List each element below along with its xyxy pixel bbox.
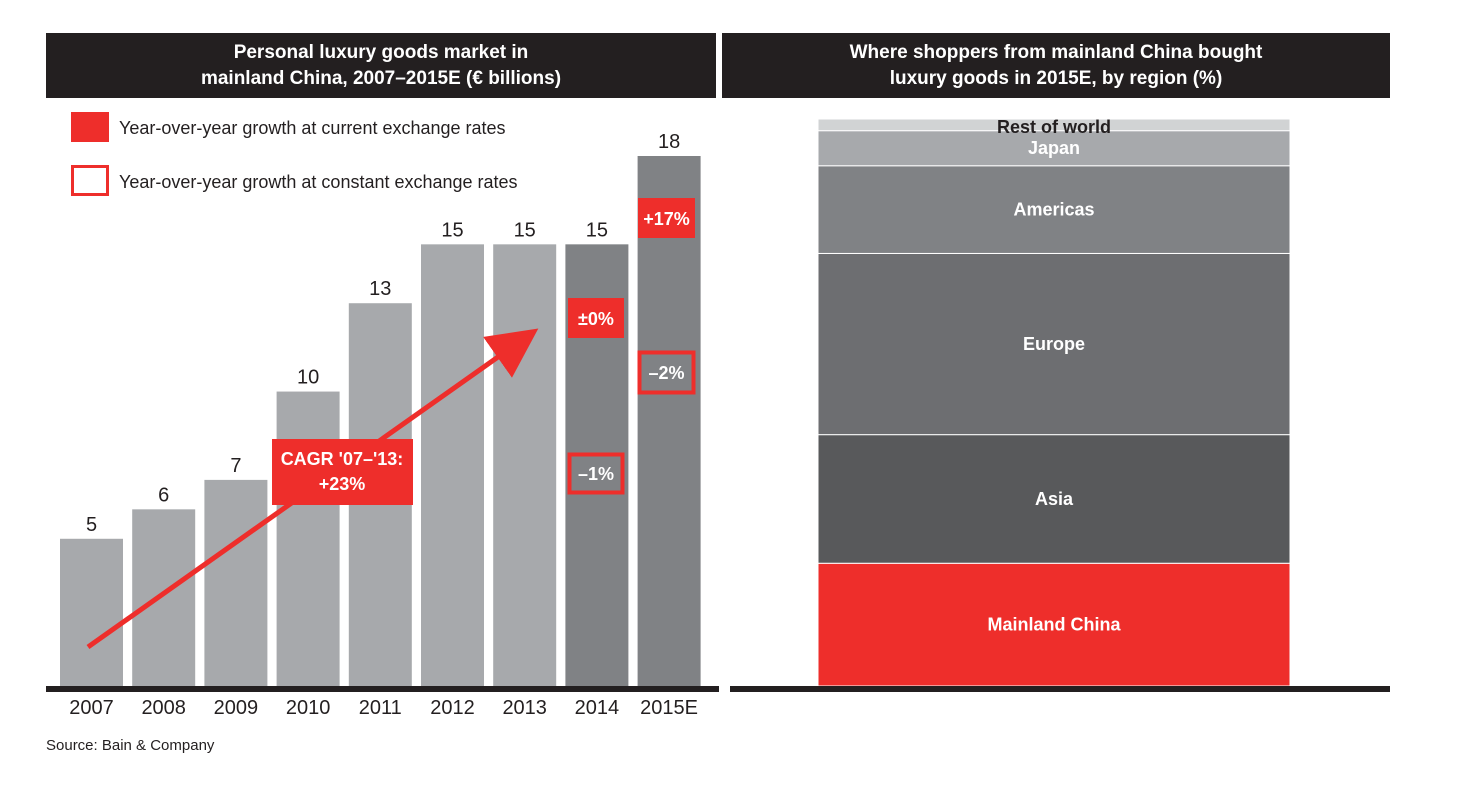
x-tick-label-2013: 2013 bbox=[502, 697, 547, 719]
x-tick-label-2014: 2014 bbox=[575, 697, 620, 719]
value-label-2011: 13 bbox=[369, 278, 391, 300]
segment-label-americas: Americas bbox=[1013, 200, 1094, 220]
value-label-2010: 10 bbox=[297, 367, 319, 389]
value-label-2012: 15 bbox=[441, 219, 463, 241]
bar-2012 bbox=[421, 244, 484, 687]
segment-americas bbox=[817, 165, 1291, 254]
growth-2015e-constant: –2% bbox=[637, 350, 696, 395]
x-tick-label-2015E: 2015E bbox=[640, 697, 698, 719]
value-label-2008: 6 bbox=[158, 484, 169, 506]
growth-2014-constant: –1% bbox=[567, 452, 625, 495]
legend-current-label: Year-over-year growth at current exchang… bbox=[119, 118, 506, 138]
segment-label-asia: Asia bbox=[1035, 489, 1074, 509]
value-label-2007: 5 bbox=[86, 514, 97, 536]
cagr-label-box bbox=[272, 439, 413, 505]
segment-label-europe: Europe bbox=[1023, 334, 1085, 354]
segment-rest-of-world bbox=[817, 118, 1291, 132]
bar-2010 bbox=[276, 391, 340, 686]
bar-2008 bbox=[132, 509, 196, 686]
bar-2009 bbox=[204, 479, 268, 686]
legend-constant-swatch bbox=[71, 165, 109, 196]
legend-constant-label: Year-over-year growth at constant exchan… bbox=[119, 172, 518, 192]
bar-2015E bbox=[637, 156, 701, 686]
right-chart-title: Where shoppers from mainland China bough… bbox=[722, 33, 1390, 98]
svg-text:–1%: –1% bbox=[578, 464, 614, 484]
svg-text:–2%: –2% bbox=[648, 363, 684, 383]
segment-label-rest-of-world: Rest of world bbox=[997, 117, 1111, 137]
svg-text:±0%: ±0% bbox=[578, 309, 614, 329]
x-tick-label-2009: 2009 bbox=[214, 697, 259, 719]
legend-current-swatch bbox=[71, 112, 109, 142]
source-note: Source: Bain & Company bbox=[46, 737, 215, 754]
region-stack: Mainland China Asia Europe Americas JapanRes… bbox=[817, 117, 1291, 687]
value-label-2015E: 18 bbox=[658, 131, 680, 153]
svg-text:+17%: +17% bbox=[643, 209, 690, 229]
x-tick-label-2012: 2012 bbox=[430, 697, 475, 719]
segment-asia bbox=[817, 434, 1291, 564]
segment-japan bbox=[817, 130, 1291, 167]
bar-2013 bbox=[493, 244, 557, 687]
cagr-label-line2: +23% bbox=[319, 474, 366, 494]
segment-label-mainland-china: Mainland China bbox=[987, 615, 1121, 635]
growth-2015e-current: +17% bbox=[638, 198, 695, 238]
left-chart-baseline bbox=[46, 686, 719, 692]
segment-europe bbox=[817, 252, 1291, 436]
segment-label-japan: Japan bbox=[1028, 138, 1080, 158]
bar-series: 5 2007 6 2008 7 2009 10 2010 13 2011 15 2012 15 2013 1… bbox=[60, 131, 701, 719]
value-label-2009: 7 bbox=[230, 455, 241, 477]
value-label-2013: 15 bbox=[514, 219, 536, 241]
bar-2007 bbox=[60, 538, 123, 686]
segment-mainland-china bbox=[817, 562, 1291, 687]
growth-2014-current: ±0% bbox=[568, 298, 624, 338]
cagr-label-line1: CAGR '07–'13: bbox=[281, 449, 404, 469]
right-chart-baseline bbox=[730, 686, 1390, 692]
left-chart-title: Personal luxury goods market in mainland… bbox=[46, 33, 716, 98]
x-tick-label-2011: 2011 bbox=[359, 697, 402, 719]
x-tick-label-2010: 2010 bbox=[286, 697, 331, 719]
x-tick-label-2007: 2007 bbox=[69, 697, 114, 719]
value-label-2014: 15 bbox=[586, 219, 608, 241]
x-tick-label-2008: 2008 bbox=[141, 697, 186, 719]
